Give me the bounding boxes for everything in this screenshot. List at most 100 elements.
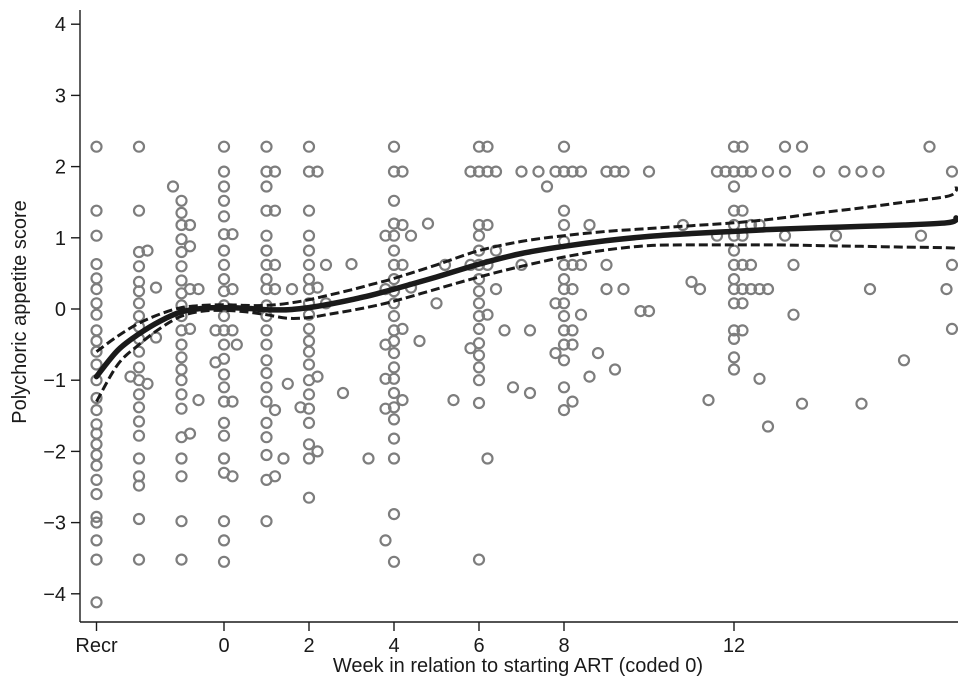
data-point bbox=[90, 459, 103, 472]
y-tick-label: −3 bbox=[43, 513, 66, 535]
y-tick-label: 3 bbox=[55, 85, 66, 107]
data-point bbox=[260, 244, 273, 257]
data-point bbox=[379, 372, 392, 385]
data-point bbox=[396, 394, 409, 407]
data-point bbox=[557, 297, 571, 310]
data-point bbox=[489, 165, 503, 178]
data-point bbox=[472, 165, 486, 178]
data-point bbox=[90, 345, 103, 358]
data-point bbox=[302, 140, 316, 153]
data-point bbox=[302, 165, 316, 178]
data-point bbox=[217, 534, 231, 547]
data-point bbox=[761, 420, 775, 433]
data-point bbox=[608, 165, 622, 178]
data-point bbox=[226, 228, 239, 241]
data-point bbox=[90, 510, 103, 524]
data-point bbox=[583, 218, 596, 232]
x-axis-title: Week in relation to starting ART (coded … bbox=[333, 655, 703, 677]
data-point bbox=[387, 555, 401, 568]
data-point bbox=[175, 338, 188, 351]
data-point bbox=[472, 322, 486, 335]
y-tick-label: −1 bbox=[43, 370, 66, 392]
data-point bbox=[90, 516, 103, 529]
data-point bbox=[260, 395, 273, 408]
data-point bbox=[472, 285, 486, 298]
data-point bbox=[175, 402, 188, 415]
data-point bbox=[175, 470, 188, 483]
data-point bbox=[472, 337, 486, 350]
data-point bbox=[311, 165, 324, 178]
data-point bbox=[217, 244, 231, 257]
data-point bbox=[268, 165, 282, 178]
data-point bbox=[387, 258, 401, 271]
data-point bbox=[90, 488, 103, 501]
data-point bbox=[260, 140, 273, 153]
data-point bbox=[90, 448, 103, 462]
data-point bbox=[183, 218, 197, 232]
data-point bbox=[591, 347, 605, 360]
data-point bbox=[744, 258, 758, 271]
data-point bbox=[379, 534, 392, 547]
data-point bbox=[90, 324, 103, 337]
data-point bbox=[557, 354, 571, 367]
x-tick-label: 6 bbox=[473, 635, 484, 657]
data-point bbox=[727, 297, 741, 310]
data-point bbox=[217, 228, 231, 241]
data-point bbox=[387, 310, 401, 323]
data-point bbox=[387, 386, 401, 400]
data-point bbox=[268, 283, 282, 296]
y-tick-label: −2 bbox=[43, 441, 66, 463]
data-point bbox=[447, 394, 460, 407]
data-point bbox=[685, 275, 698, 288]
data-point bbox=[132, 310, 146, 323]
data-point bbox=[387, 401, 401, 414]
data-point bbox=[302, 388, 316, 401]
data-point bbox=[863, 283, 877, 296]
data-point bbox=[217, 452, 231, 465]
data-point bbox=[302, 491, 316, 504]
data-point bbox=[736, 297, 749, 310]
data-point bbox=[413, 334, 426, 348]
data-point bbox=[702, 394, 715, 407]
data-point bbox=[90, 204, 103, 217]
x-tick-label: Recr bbox=[75, 635, 118, 657]
data-point bbox=[642, 305, 656, 318]
y-tick-label: 2 bbox=[55, 157, 66, 179]
data-point bbox=[260, 324, 273, 337]
data-point bbox=[260, 381, 273, 394]
data-point bbox=[217, 210, 231, 223]
data-point bbox=[217, 555, 231, 568]
data-point bbox=[175, 452, 188, 465]
data-point bbox=[192, 283, 205, 296]
data-point bbox=[90, 438, 103, 451]
data-point bbox=[302, 452, 316, 465]
data-point bbox=[183, 427, 197, 440]
data-point bbox=[319, 258, 333, 271]
x-tick-label: 12 bbox=[723, 635, 745, 657]
data-point bbox=[583, 370, 596, 383]
data-point bbox=[132, 245, 146, 259]
data-point bbox=[260, 204, 273, 217]
data-point bbox=[281, 377, 294, 390]
data-point bbox=[489, 283, 503, 296]
data-point bbox=[736, 204, 749, 217]
data-point bbox=[736, 324, 749, 337]
data-point bbox=[90, 283, 103, 296]
data-point bbox=[311, 281, 324, 294]
data-point bbox=[727, 324, 741, 337]
data-point bbox=[549, 297, 562, 310]
data-point bbox=[217, 515, 231, 528]
data-point bbox=[736, 258, 749, 271]
data-point bbox=[387, 244, 401, 257]
data-point bbox=[464, 165, 477, 178]
data-point bbox=[260, 229, 273, 242]
data-point bbox=[149, 281, 163, 294]
y-tick-label: 0 bbox=[55, 299, 66, 321]
data-point bbox=[506, 381, 520, 394]
data-point bbox=[132, 415, 146, 428]
data-point bbox=[260, 165, 273, 178]
data-point bbox=[472, 553, 486, 566]
data-point bbox=[727, 283, 741, 296]
data-points bbox=[90, 140, 958, 609]
data-point bbox=[260, 258, 273, 271]
